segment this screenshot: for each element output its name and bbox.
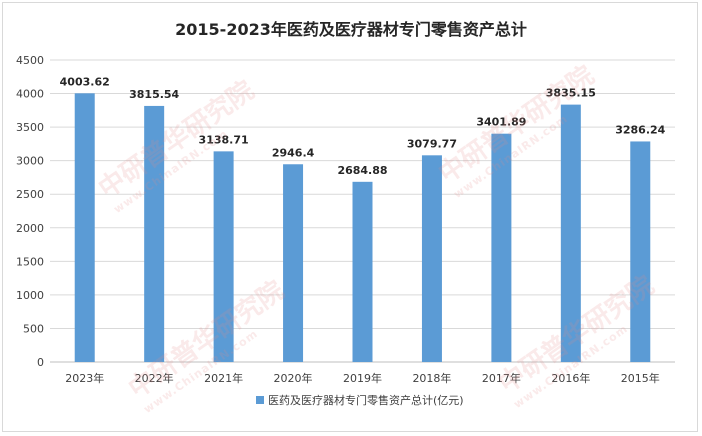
y-tick-label: 2500 bbox=[16, 188, 44, 201]
legend-label: 医药及医疗器材专门零售资产总计(亿元) bbox=[268, 393, 464, 407]
data-label: 2946.4 bbox=[272, 146, 315, 159]
chart-title: 2015-2023年医药及医疗器材专门零售资产总计 bbox=[175, 20, 527, 39]
bar[interactable] bbox=[491, 133, 512, 362]
data-label: 3079.77 bbox=[407, 137, 457, 150]
x-tick-label: 2018年 bbox=[412, 371, 451, 385]
y-tick-label: 0 bbox=[37, 356, 44, 369]
y-tick-label: 2000 bbox=[16, 222, 44, 235]
x-tick-label: 2022年 bbox=[135, 371, 174, 385]
bar[interactable] bbox=[283, 164, 304, 362]
data-label: 3401.89 bbox=[476, 116, 526, 129]
data-label: 3815.54 bbox=[129, 88, 179, 101]
x-tick-label: 2017年 bbox=[482, 371, 521, 385]
data-label: 3286.24 bbox=[615, 123, 665, 136]
bar[interactable] bbox=[560, 104, 581, 362]
legend-swatch bbox=[256, 396, 264, 404]
bar[interactable] bbox=[630, 141, 651, 362]
x-tick-label: 2021年 bbox=[204, 371, 243, 385]
y-tick-label: 1500 bbox=[16, 255, 44, 268]
chart-frame bbox=[2, 2, 698, 432]
data-label: 4003.62 bbox=[60, 75, 110, 88]
y-tick-label: 4000 bbox=[16, 88, 44, 101]
x-tick-label: 2023年 bbox=[65, 371, 104, 385]
y-tick-label: 3500 bbox=[16, 121, 44, 134]
data-label: 3138.71 bbox=[199, 133, 249, 146]
y-tick-label: 500 bbox=[23, 322, 44, 335]
data-label: 2684.88 bbox=[337, 164, 387, 177]
data-label: 3835.15 bbox=[546, 87, 596, 100]
y-tick-label: 1000 bbox=[16, 289, 44, 302]
bar[interactable] bbox=[144, 105, 165, 362]
bar[interactable] bbox=[74, 93, 95, 362]
x-tick-label: 2016年 bbox=[551, 371, 590, 385]
bar[interactable] bbox=[352, 181, 373, 362]
x-tick-label: 2019年 bbox=[343, 371, 382, 385]
y-tick-label: 3000 bbox=[16, 155, 44, 168]
x-tick-label: 2015年 bbox=[621, 371, 660, 385]
bar[interactable] bbox=[421, 155, 442, 362]
bar[interactable] bbox=[213, 151, 234, 362]
x-tick-label: 2020年 bbox=[274, 371, 313, 385]
y-tick-label: 4500 bbox=[16, 54, 44, 67]
